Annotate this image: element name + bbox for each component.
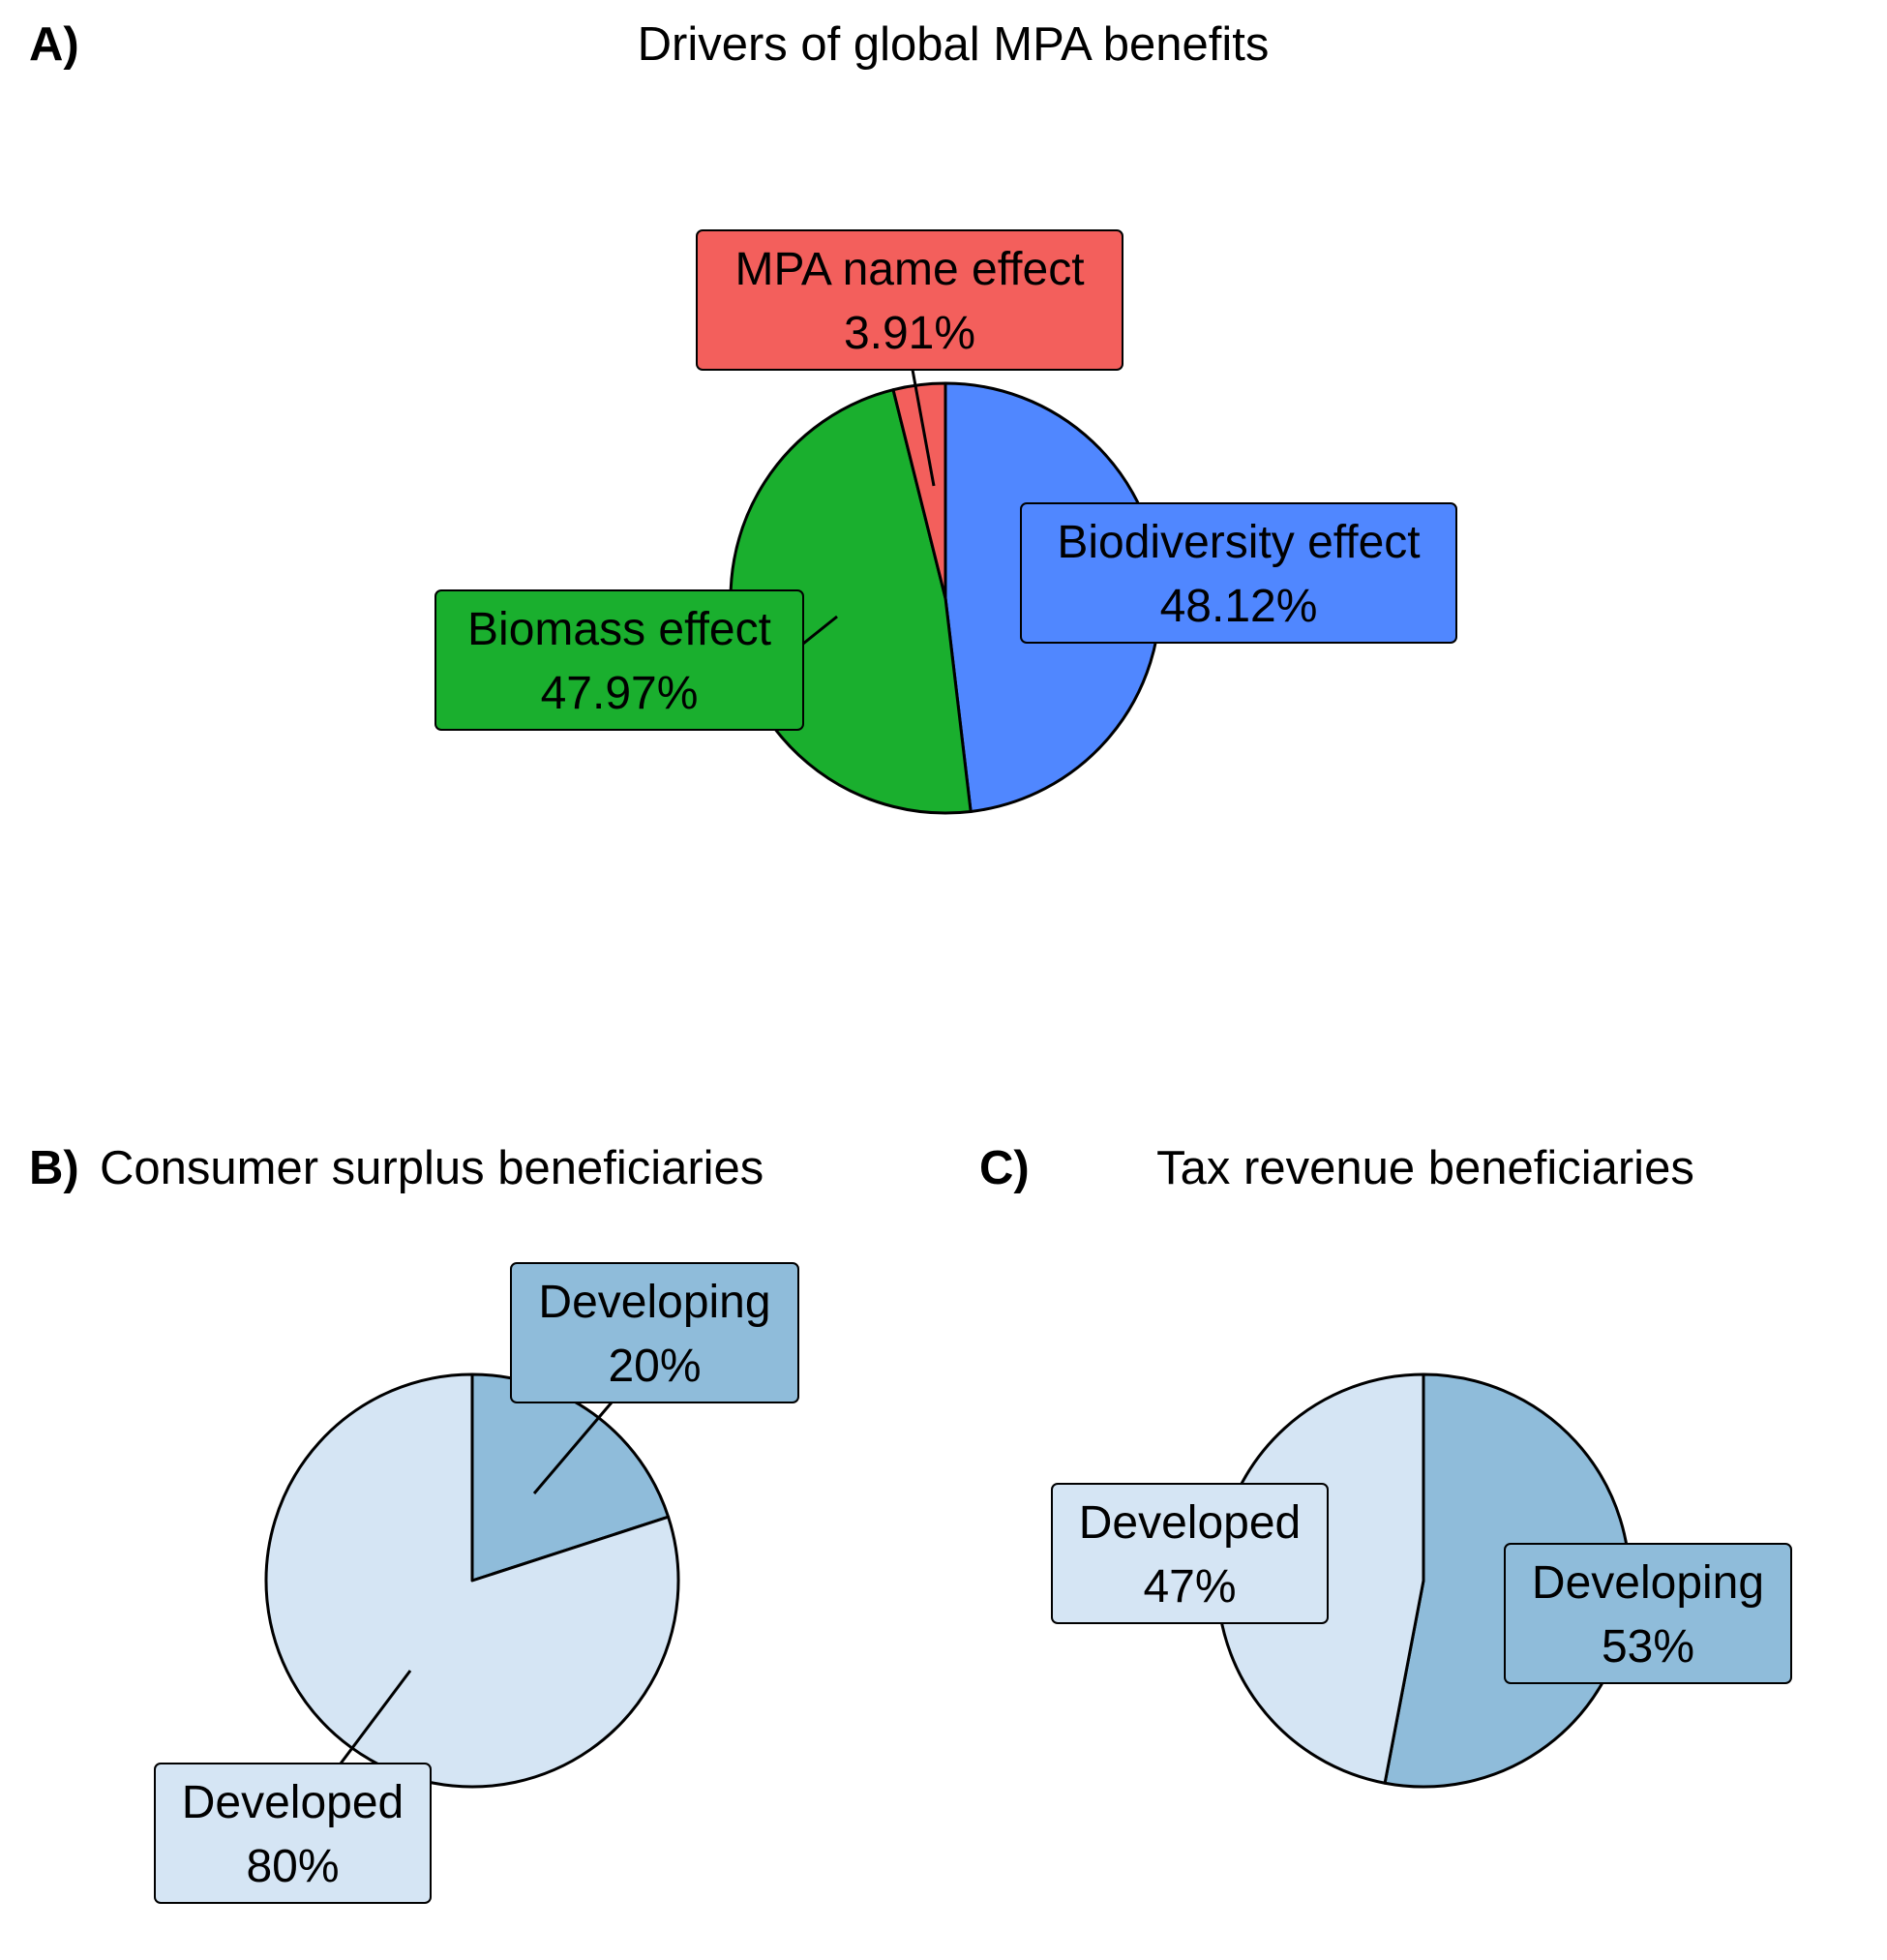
- label-box: [434, 589, 804, 731]
- pie-slice-developing: [470, 1372, 671, 1583]
- label-box: [154, 1763, 432, 1904]
- slice-label-developed: Developed 80%: [154, 1763, 432, 1904]
- slice-label-developing: Developing 20%: [510, 1262, 799, 1403]
- slice-percent: 20%: [608, 1341, 701, 1392]
- panel-b: B) Consumer surplus beneficiaries Develo…: [29, 1142, 799, 1904]
- leader-line-developed: [339, 1670, 412, 1764]
- panel-c-letter: C): [979, 1142, 1030, 1194]
- slice-name: Developed: [182, 1777, 404, 1828]
- panel-a-title: Drivers of global MPA benefits: [638, 18, 1270, 71]
- slice-percent: 80%: [246, 1841, 339, 1892]
- slice-percent: 53%: [1602, 1621, 1694, 1673]
- panel-a-letter: A): [29, 18, 79, 71]
- slice-name: Developed: [1079, 1497, 1302, 1549]
- slice-label-developed: Developed 47%: [1051, 1483, 1329, 1624]
- slice-name: MPA name effect: [734, 244, 1084, 295]
- leader-line-biomass-effect: [802, 615, 838, 646]
- panel-b-pie: Developing 20% Developed 80%: [154, 1262, 799, 1904]
- slice-name: Biomass effect: [467, 604, 771, 655]
- panel-c-pie: Developing 53% Developed 47%: [1051, 1372, 1792, 1789]
- slice-percent: 47.97%: [541, 668, 699, 719]
- panel-b-letter: B): [29, 1142, 79, 1194]
- panel-c-title: Tax revenue beneficiaries: [1156, 1142, 1694, 1194]
- slice-percent: 47%: [1143, 1561, 1236, 1613]
- slice-name: Biodiversity effect: [1057, 517, 1420, 568]
- slice-label-biodiversity-effect: Biodiversity effect 48.12%: [1020, 502, 1457, 644]
- slice-name: Developing: [1532, 1557, 1764, 1609]
- slice-percent: 48.12%: [1160, 581, 1318, 632]
- slice-percent: 3.91%: [844, 308, 975, 359]
- slice-name: Developing: [538, 1277, 770, 1328]
- label-box: [1504, 1543, 1792, 1684]
- slice-label-developing: Developing 53%: [1504, 1543, 1792, 1684]
- leader-line-mpa-name-effect: [911, 369, 936, 487]
- label-box: [1051, 1483, 1329, 1624]
- label-box: [696, 229, 1123, 371]
- panel-a-pie: Biodiversity effect 48.12% Biomass effect 4…: [434, 229, 1457, 815]
- panel-c: C) Tax revenue beneficiaries Developing 5…: [979, 1142, 1792, 1789]
- slice-label-biomass-effect: Biomass effect 47.97%: [434, 589, 804, 731]
- panel-b-title: Consumer surplus beneficiaries: [100, 1142, 764, 1194]
- leader-line-developing: [532, 1402, 614, 1494]
- panel-a: A) Drivers of global MPA benefits Biodiv…: [29, 18, 1457, 815]
- label-box: [1020, 502, 1457, 644]
- label-box: [510, 1262, 799, 1403]
- pie-slice-mpa-name-effect: [891, 381, 947, 600]
- slice-label-mpa-name-effect: MPA name effect 3.91%: [696, 229, 1123, 371]
